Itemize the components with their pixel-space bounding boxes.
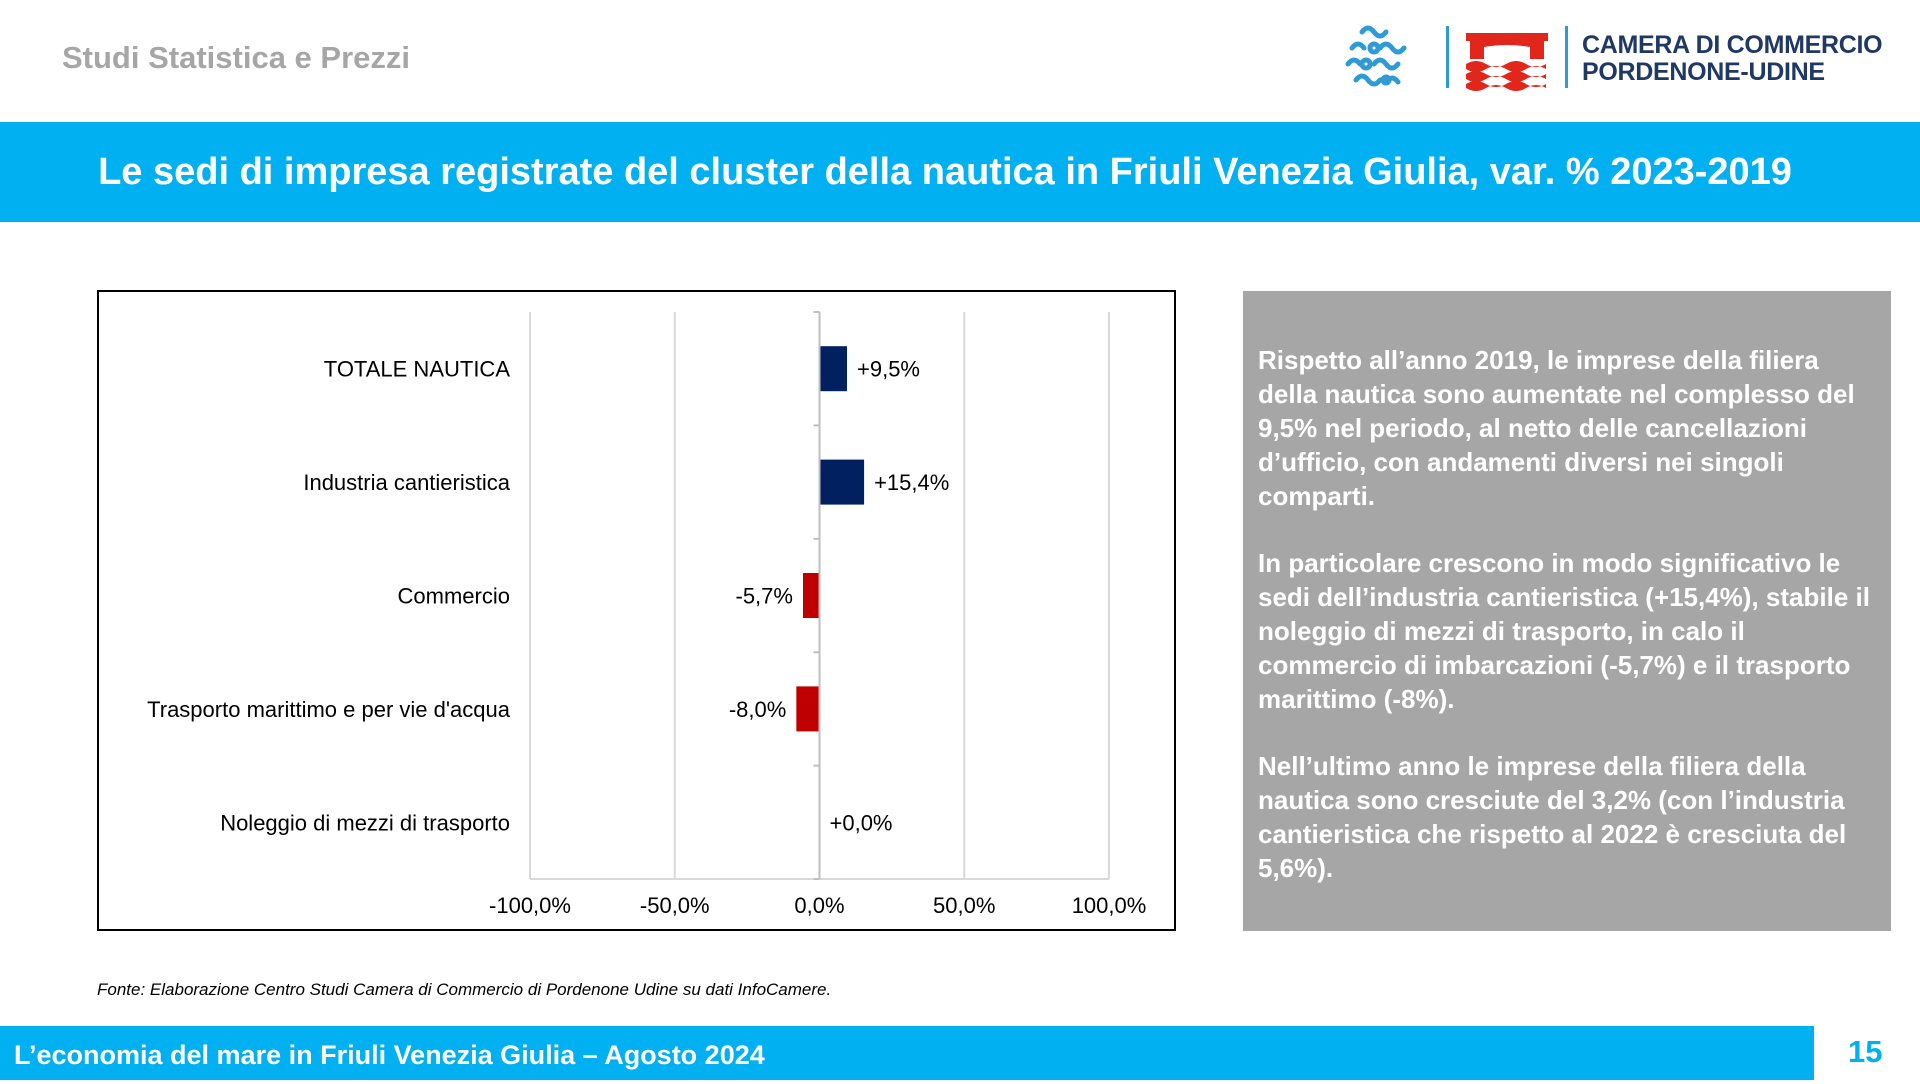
category-label-3: Trasporto marittimo e per vie d'acqua: [147, 697, 511, 722]
commentary-paragraph-3: Nell’ultimo anno le imprese della filier…: [1258, 751, 1847, 883]
x-tick-label-3: 50,0%: [933, 893, 995, 918]
commentary-panel: Rispetto all’anno 2019, le imprese della…: [1243, 291, 1891, 931]
data-label-2: -5,7%: [736, 584, 793, 609]
logo-text: CAMERA DI COMMERCIO PORDENONE-UDINE: [1582, 31, 1883, 86]
logo-line-2: PORDENONE-UDINE: [1582, 58, 1825, 86]
chamber-emblem-icon: [1345, 25, 1568, 91]
footer-text: L’economia del mare in Friuli Venezia Gi…: [14, 1040, 765, 1070]
title-band: Le sedi di impresa registrate del cluste…: [0, 122, 1920, 222]
x-tick-label-4: 100,0%: [1072, 893, 1147, 918]
commentary-paragraph-1: Rispetto all’anno 2019, le imprese della…: [1258, 345, 1855, 511]
bar-1: [819, 459, 865, 505]
logo-line-1: CAMERA DI COMMERCIO: [1582, 31, 1883, 59]
source-note: Fonte: Elaborazione Centro Studi Camera …: [97, 980, 832, 999]
bar-3: [796, 686, 820, 732]
department-label: Studi Statistica e Prezzi: [62, 40, 410, 75]
footer-band: L’economia del mare in Friuli Venezia Gi…: [0, 1026, 1814, 1080]
data-label-4: +0,0%: [830, 810, 893, 835]
page-title: Le sedi di impresa registrate del cluste…: [98, 151, 1792, 193]
category-label-0: TOTALE NAUTICA: [324, 357, 511, 382]
data-label-3: -8,0%: [729, 697, 786, 722]
category-label-1: Industria cantieristica: [303, 470, 510, 495]
chart-panel: TOTALE NAUTICA +9,5% Industria cantieristi…: [97, 290, 1176, 931]
data-label-0: +9,5%: [857, 357, 920, 382]
bar-0: [819, 346, 848, 392]
category-label-4: Noleggio di mezzi di trasporto: [220, 810, 510, 835]
category-label-2: Commercio: [398, 584, 510, 609]
commentary-paragraph-2: In particolare crescono in modo signific…: [1258, 548, 1870, 714]
bar-chart: TOTALE NAUTICA +9,5% Industria cantieristi…: [147, 311, 1147, 918]
x-tick-label-1: -50,0%: [640, 893, 710, 918]
data-label-1: +15,4%: [874, 470, 949, 495]
page-number: 15: [1848, 1034, 1883, 1069]
bar-2: [802, 573, 820, 618]
x-tick-label-0: -100,0%: [489, 893, 571, 918]
x-tick-label-2: 0,0%: [794, 893, 844, 918]
